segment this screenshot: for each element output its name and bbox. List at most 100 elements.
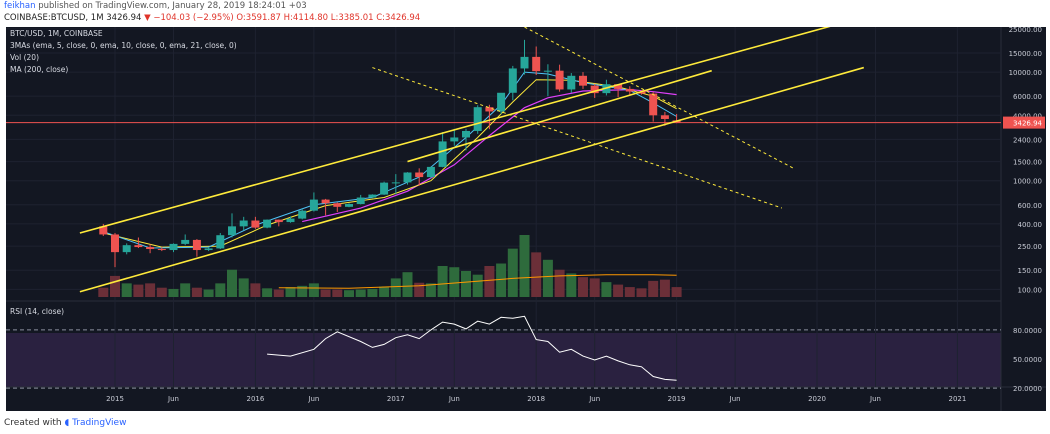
time-tick-label: Jun — [588, 395, 600, 403]
volume-bar — [449, 267, 460, 297]
volume-bar — [238, 278, 249, 297]
volume-bar — [379, 286, 390, 297]
volume-bar — [308, 283, 319, 297]
high-value: H:4114.80 — [283, 13, 329, 23]
volume-bar — [297, 285, 308, 297]
ema-slow-line — [302, 88, 677, 223]
price-tick-label: 400.00 — [1018, 221, 1043, 229]
price-tick-label: 2400.00 — [1013, 136, 1042, 144]
volume-bar — [227, 269, 237, 297]
volume-bar — [168, 288, 179, 297]
price-tick-label: 10000.00 — [1009, 69, 1042, 77]
rsi-line — [267, 315, 677, 381]
candlestick-chart[interactable]: 100.00 150.00 250.00 400.00 600.00 1000.00 150… — [6, 19, 1046, 411]
candle-body — [181, 239, 190, 244]
candle-body — [356, 197, 365, 205]
candle-body — [263, 219, 272, 228]
current-price-tag — [1003, 116, 1045, 129]
last-price: 3426.94 — [106, 13, 142, 23]
volume-bar — [344, 290, 354, 297]
legend-volume: Vol (20) — [10, 53, 39, 62]
volume-ma-line — [278, 274, 677, 289]
volume-bar — [496, 263, 507, 297]
time-tick-label: 2017 — [387, 395, 405, 403]
footer: Created with ◖ TradingView — [4, 418, 126, 428]
time-tick-label: 2019 — [668, 395, 686, 403]
volume-bar — [156, 287, 167, 297]
candle-body — [660, 115, 669, 119]
candle-body — [532, 56, 541, 72]
volume-bar — [601, 282, 612, 297]
current-price-label: 3426.94 — [1013, 120, 1042, 128]
volume-bar — [273, 289, 284, 297]
candle-body — [462, 130, 470, 138]
time-tick-label: 2018 — [527, 395, 545, 403]
candle-body — [239, 220, 248, 227]
candle-body — [134, 245, 143, 248]
price-tick-label: 100.00 — [1018, 286, 1043, 294]
time-tick-label: 2020 — [808, 395, 826, 403]
symbol-label: COINBASE:BTCUSD, 1M — [4, 13, 104, 23]
price-tick-label: 6000.00 — [1013, 93, 1042, 101]
created-with-text: Created with — [4, 418, 62, 428]
price-tick-label: 600.00 — [1018, 202, 1043, 210]
down-arrow-icon: ▼ — [144, 13, 151, 23]
volume-bar — [414, 282, 425, 297]
candle-body — [333, 203, 342, 207]
price-tick-label: 250.00 — [1018, 243, 1043, 251]
volume-bar — [484, 266, 495, 297]
published-text: published on TradingView.com, January 28… — [38, 1, 307, 11]
candle-body — [497, 92, 506, 112]
time-tick-label: 2015 — [106, 395, 124, 403]
price-tick-label: 1000.00 — [1013, 178, 1042, 186]
trendline-dashed — [372, 67, 783, 209]
volume-bar — [542, 259, 553, 297]
volume-bar — [519, 235, 530, 297]
candle-body — [450, 137, 459, 142]
close-value: C:3426.94 — [376, 13, 421, 23]
candle-body — [403, 172, 412, 183]
candle-body — [438, 141, 447, 167]
volume-bar — [554, 269, 565, 297]
legend-ma: MA (200, close) — [10, 65, 68, 74]
candle-body — [99, 226, 108, 235]
ohlc-readout: COINBASE:BTCUSD, 1M 3426.94 ▼ −104.03 (−… — [4, 13, 420, 23]
tradingview-brand[interactable]: TradingView — [72, 418, 127, 428]
candle-body — [169, 243, 178, 251]
candle-body — [251, 220, 260, 228]
volume-bar — [355, 289, 366, 297]
chart-area[interactable]: 100.00 150.00 250.00 400.00 600.00 1000.00 150… — [6, 19, 1046, 411]
volume-bar — [589, 278, 600, 297]
candle-body — [555, 70, 564, 90]
volume-bar — [332, 289, 343, 297]
volume-bar — [110, 275, 120, 297]
candle-body — [298, 210, 307, 219]
candle-body — [649, 93, 658, 116]
volume-bar — [624, 287, 635, 297]
trendline-dashed — [524, 26, 794, 169]
trendline-solid — [79, 66, 865, 293]
open-value: O:3591.87 — [236, 13, 281, 23]
volume-bar — [659, 279, 670, 297]
volume-bar — [636, 288, 647, 297]
volume-bar — [285, 287, 296, 297]
publisher-name[interactable]: feikhan — [4, 1, 36, 11]
volume-bar — [133, 284, 144, 297]
candle-body — [157, 249, 166, 251]
candle-body — [274, 219, 283, 223]
volume-bar — [98, 287, 109, 297]
volume-bar — [671, 287, 682, 297]
candle-body — [625, 88, 634, 92]
volume-bar — [566, 273, 577, 297]
volume-bar — [390, 278, 401, 297]
candle-body — [579, 75, 587, 86]
rsi-label: RSI (14, close) — [10, 307, 64, 316]
rsi-band — [6, 333, 1001, 387]
candle-body — [637, 91, 646, 94]
candle-body — [567, 75, 576, 90]
trendline-solid — [79, 19, 853, 234]
time-tick-label: Jun — [869, 395, 881, 403]
price-tick-label: 25000.00 — [1009, 27, 1042, 34]
time-tick-label: 2016 — [246, 395, 264, 403]
volume-bar — [578, 277, 588, 297]
